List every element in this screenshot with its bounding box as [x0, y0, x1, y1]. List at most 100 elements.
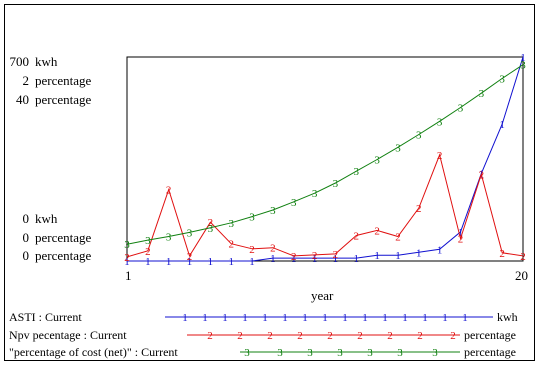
series-3-marker: 3 — [354, 166, 360, 178]
legend-marker-1: 1 — [382, 312, 388, 324]
series-2-marker: 2 — [145, 246, 151, 258]
legend-marker-3: 3 — [307, 347, 313, 359]
series-3-marker: 3 — [312, 188, 318, 200]
legend-marker-1: 1 — [442, 312, 448, 324]
legend-marker-3: 3 — [432, 347, 438, 359]
legend-unit-cost: percentage — [464, 345, 516, 359]
series-2-marker: 2 — [124, 252, 130, 264]
y-bottom-cost-unit: percentage — [35, 248, 92, 263]
legend-marker-1: 1 — [342, 312, 348, 324]
series-1-marker: 1 — [166, 256, 172, 268]
y-top-npv-value: 2 — [22, 73, 30, 88]
y-top-npv-unit: percentage — [35, 73, 92, 88]
legend-marker-1: 1 — [182, 312, 188, 324]
series-1-marker: 1 — [416, 247, 422, 259]
series-2-marker: 2 — [458, 234, 464, 246]
legend-marker-2: 2 — [450, 330, 456, 342]
series-2-marker: 2 — [499, 248, 505, 260]
series-2-marker: 2 — [479, 169, 485, 181]
legend-marker-2: 2 — [237, 330, 243, 342]
y-bottom-asti-unit: kwh — [35, 211, 58, 226]
series-3-marker: 3 — [395, 142, 401, 154]
legend-marker-3: 3 — [244, 347, 250, 359]
x-tick-start: 1 — [125, 268, 132, 283]
series-3-marker: 3 — [416, 130, 422, 142]
y-bottom-npv-value: 0 — [22, 230, 30, 245]
legend-marker-1: 1 — [242, 312, 248, 324]
series-1-marker: 1 — [187, 256, 193, 268]
x-axis-label: year — [311, 288, 334, 303]
series-2-marker: 2 — [291, 251, 297, 263]
series-1-marker: 1 — [520, 52, 526, 64]
series-3-marker: 3 — [145, 235, 151, 247]
legend-marker-1: 1 — [222, 312, 228, 324]
series-1-marker: 1 — [333, 253, 339, 265]
legend-marker-1: 1 — [322, 312, 328, 324]
series-2-marker: 2 — [437, 150, 443, 162]
series-2-marker: 2 — [228, 239, 234, 251]
series-1-marker: 1 — [499, 119, 505, 131]
legend-marker-3: 3 — [367, 347, 373, 359]
legend-marker-2: 2 — [327, 330, 333, 342]
series-3-marker: 3 — [374, 155, 380, 167]
y-top-asti-value: 700 — [9, 54, 30, 69]
legend-marker-1: 1 — [202, 312, 208, 324]
legend-marker-2: 2 — [267, 330, 273, 342]
legend-name-npv: Npv pecentage : Current — [9, 328, 127, 342]
series-line-3 — [126, 64, 524, 245]
series-1-marker: 1 — [374, 250, 380, 262]
legend-marker-1: 1 — [302, 312, 308, 324]
y-top-asti-unit: kwh — [35, 54, 58, 69]
legend-marker-2: 2 — [417, 330, 423, 342]
series-2-marker: 2 — [520, 251, 526, 263]
legend-marker-2: 2 — [297, 330, 303, 342]
series-3-marker: 3 — [479, 88, 485, 100]
series-3-marker: 3 — [458, 102, 464, 114]
series-1-marker: 1 — [395, 250, 401, 262]
series-3-marker: 3 — [291, 197, 297, 209]
legend-name-asti: ASTI : Current — [9, 310, 82, 324]
legend-marker-2: 2 — [207, 330, 213, 342]
series-3-marker: 3 — [333, 178, 339, 190]
y-top-cost-unit: percentage — [35, 92, 92, 107]
series-2-marker: 2 — [333, 249, 339, 261]
legend-marker-1: 1 — [422, 312, 428, 324]
y-bottom-npv-unit: percentage — [35, 230, 92, 245]
plot-area-border — [126, 56, 524, 262]
series-1-marker: 1 — [312, 253, 318, 265]
series-3-marker: 3 — [499, 73, 505, 85]
series-3-marker: 3 — [520, 60, 526, 72]
series-2-marker: 2 — [166, 185, 172, 197]
series-1-marker: 1 — [145, 256, 151, 268]
series-3-marker: 3 — [208, 223, 214, 235]
series-line-2 — [126, 153, 524, 258]
series-3-marker: 3 — [124, 239, 130, 251]
series-2-marker: 2 — [395, 232, 401, 244]
legend-marker-1: 1 — [262, 312, 268, 324]
series-1-marker: 1 — [458, 227, 464, 239]
series-3-marker: 3 — [270, 205, 276, 217]
legend-marker-1: 1 — [462, 312, 468, 324]
series-3-marker: 3 — [228, 218, 234, 230]
series-1-marker: 1 — [124, 256, 130, 268]
series-2-marker: 2 — [374, 225, 380, 237]
x-tick-end: 20 — [515, 268, 528, 283]
legend-name-cost: "percentage of cost (net)" : Current — [9, 345, 178, 359]
series-2-marker: 2 — [270, 243, 276, 255]
legend-marker-2: 2 — [357, 330, 363, 342]
series-line-1 — [127, 56, 524, 262]
series-3-marker: 3 — [437, 116, 443, 128]
series-1-marker: 1 — [354, 253, 360, 265]
series-2-marker: 2 — [249, 244, 255, 256]
series-1-marker: 1 — [249, 256, 255, 268]
legend-marker-1: 1 — [362, 312, 368, 324]
series-1-marker: 1 — [208, 256, 214, 268]
legend-marker-1: 1 — [402, 312, 408, 324]
legend-marker-3: 3 — [397, 347, 403, 359]
legend-marker-2: 2 — [387, 330, 393, 342]
legend-unit-asti: kwh — [497, 310, 518, 324]
series-3-marker: 3 — [249, 212, 255, 224]
legend-marker-1: 1 — [282, 312, 288, 324]
